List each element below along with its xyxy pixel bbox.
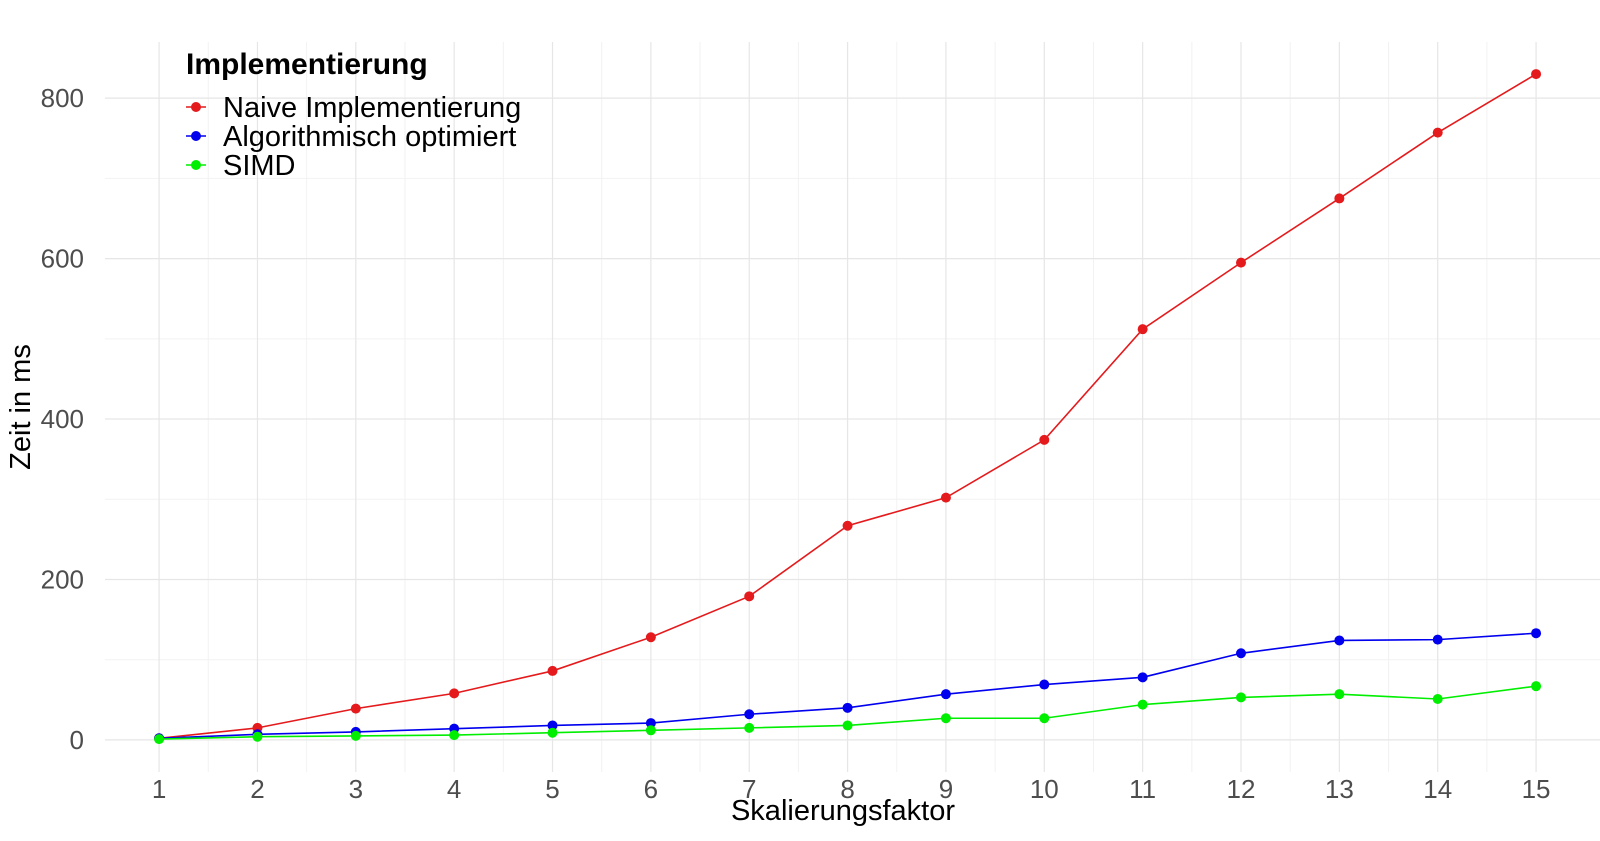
- x-tick-label: 13: [1325, 774, 1354, 804]
- data-point: [645, 718, 656, 729]
- series-1: [154, 69, 1542, 744]
- data-point: [1432, 127, 1443, 138]
- data-point: [547, 720, 558, 731]
- series-lines: [154, 69, 1542, 745]
- y-tick-label: 800: [41, 83, 84, 113]
- data-point: [842, 702, 853, 713]
- data-point: [547, 665, 558, 676]
- data-point: [940, 713, 951, 724]
- data-point: [154, 734, 165, 745]
- legend-key-point: [191, 131, 201, 141]
- data-point: [1432, 694, 1443, 704]
- data-point: [1137, 672, 1148, 683]
- data-point: [1039, 713, 1050, 724]
- data-point: [1236, 692, 1247, 703]
- data-point: [350, 730, 361, 741]
- legend-title: Implementierung: [186, 48, 428, 81]
- series-3: [154, 681, 1542, 745]
- data-point: [1137, 324, 1148, 335]
- x-axis-title: Skalierungsfaktor: [731, 795, 955, 827]
- data-point: [1236, 648, 1247, 659]
- data-point: [1334, 689, 1345, 700]
- x-axis-tick-labels: 1 2 3 4 5 6 7 8 9 10 11 12 13 14 15: [152, 774, 1551, 804]
- y-axis-title: Zeit in ms: [5, 344, 37, 470]
- x-tick-label: 9: [939, 774, 953, 804]
- data-point: [547, 727, 558, 738]
- data-point: [1039, 434, 1050, 445]
- y-tick-label: 0: [70, 725, 84, 755]
- y-tick-label: 400: [41, 404, 84, 434]
- x-tick-label: 11: [1129, 774, 1156, 804]
- legend-label: Algorithmisch optimiert: [223, 121, 516, 153]
- x-tick-label: 7: [742, 774, 756, 804]
- y-axis-tick-labels: 0 200 400 600 800: [41, 83, 84, 755]
- data-point: [1334, 635, 1345, 646]
- data-point: [1531, 681, 1542, 692]
- data-point: [449, 730, 460, 741]
- legend-label: SIMD: [223, 150, 296, 182]
- data-point: [350, 703, 361, 714]
- data-point: [744, 591, 755, 602]
- data-point: [449, 688, 460, 699]
- legend-item: Naive Implementierung: [186, 92, 521, 124]
- x-tick-label: 6: [644, 774, 658, 804]
- x-tick-label: 8: [840, 774, 854, 804]
- data-point: [1137, 699, 1148, 710]
- data-point: [1432, 634, 1443, 645]
- data-point: [1236, 257, 1247, 268]
- x-tick-label: 12: [1227, 774, 1256, 804]
- data-point: [744, 722, 755, 733]
- data-point: [842, 720, 853, 731]
- data-point: [1531, 69, 1542, 80]
- x-tick-label: 10: [1030, 774, 1059, 804]
- data-point: [1334, 193, 1345, 204]
- x-tick-label: 5: [545, 774, 559, 804]
- legend-label: Naive Implementierung: [223, 92, 521, 124]
- data-point: [940, 492, 951, 503]
- y-tick-label: 600: [41, 244, 84, 274]
- data-point: [842, 520, 853, 531]
- data-point: [940, 689, 951, 700]
- legend: Implementierung Naive ImplementierungAlg…: [186, 48, 521, 182]
- grid: [105, 42, 1600, 772]
- x-tick-label: 3: [349, 774, 363, 804]
- data-point: [645, 725, 656, 736]
- data-point: [744, 709, 755, 720]
- x-tick-label: 1: [152, 774, 166, 804]
- legend-key-point: [191, 160, 201, 170]
- x-tick-label: 14: [1423, 774, 1452, 804]
- legend-item: Algorithmisch optimiert: [186, 121, 516, 153]
- data-point: [645, 632, 656, 643]
- data-point: [252, 731, 263, 742]
- x-tick-label: 4: [447, 774, 461, 804]
- legend-key-point: [191, 102, 201, 112]
- x-tick-label: 2: [250, 774, 264, 804]
- data-point: [1531, 628, 1542, 639]
- x-tick-label: 15: [1522, 774, 1551, 804]
- legend-item: SIMD: [186, 150, 296, 182]
- y-tick-label: 200: [41, 564, 84, 594]
- data-point: [1039, 679, 1050, 690]
